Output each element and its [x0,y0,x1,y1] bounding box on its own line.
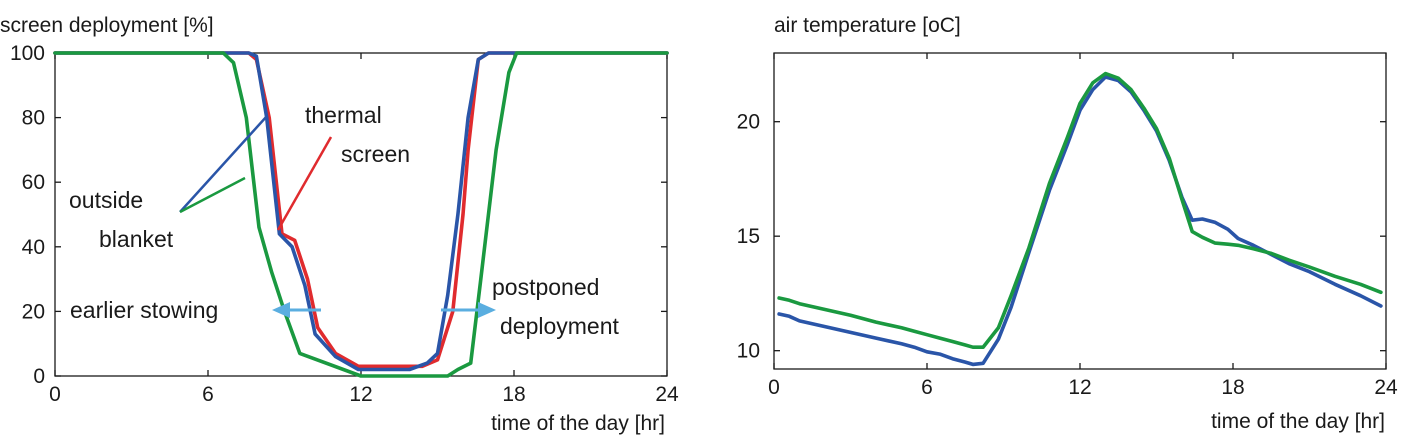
y-tick-label: 100 [10,42,45,65]
chart-title: air temperature [oC] [774,14,961,37]
x-tick-label: 6 [921,376,933,399]
y-tick-label: 0 [33,365,45,388]
annotation-thermal: thermal [305,102,382,128]
outside-blanket-pointer-blue [179,115,268,213]
y-tick-label: 10 [737,340,760,363]
x-tick-label: 0 [768,376,780,399]
y-tick-label: 20 [22,300,45,323]
series-lines [53,51,669,378]
postponed-arrow-head [478,302,496,318]
x-tick-label: 0 [49,383,61,406]
annotation-earlier-stowing: earlier stowing [70,297,218,323]
annotation-blanket: blanket [99,226,174,252]
earlier-arrow-head [272,302,290,318]
screen-deployment-chart: screen deployment [%] 0 6 12 18 24 0 20 40 60 80 1… [0,14,679,435]
annotation-outside: outside [69,187,143,213]
x-tick-label: 24 [1374,376,1398,399]
x-tick-label: 12 [349,383,372,406]
y-tick-label: 15 [737,225,760,248]
series-line-1 [777,75,1383,367]
y-tick-label: 40 [22,236,45,259]
annotation-screen: screen [341,141,410,167]
series-line-3 [53,51,669,378]
x-axis-label: time of the day [hr] [1211,410,1385,433]
x-tick-label: 18 [1221,376,1244,399]
annotation-deployment: deployment [500,313,620,339]
x-tick-label: 12 [1068,376,1091,399]
series-line-2 [53,51,669,372]
x-axis-label: time of the day [hr] [491,412,665,435]
y-tick-label: 20 [737,111,760,134]
x-tick-label: 24 [655,383,679,406]
x-tick-label: 6 [202,383,214,406]
chart-title: screen deployment [%] [0,14,214,37]
thermal-screen-pointer [276,136,333,231]
annotation-postponed: postponed [492,274,599,300]
x-tick-label: 18 [502,383,525,406]
series-line-2 [777,71,1383,350]
series-lines [777,71,1383,367]
series-line-1 [53,51,669,369]
outside-blanket-pointer-green [179,176,246,214]
y-tick-label: 80 [22,107,45,130]
y-tick-label: 60 [22,171,45,194]
air-temperature-chart: air temperature [oC] 0 6 12 18 24 10 15 20 time… [737,14,1398,433]
